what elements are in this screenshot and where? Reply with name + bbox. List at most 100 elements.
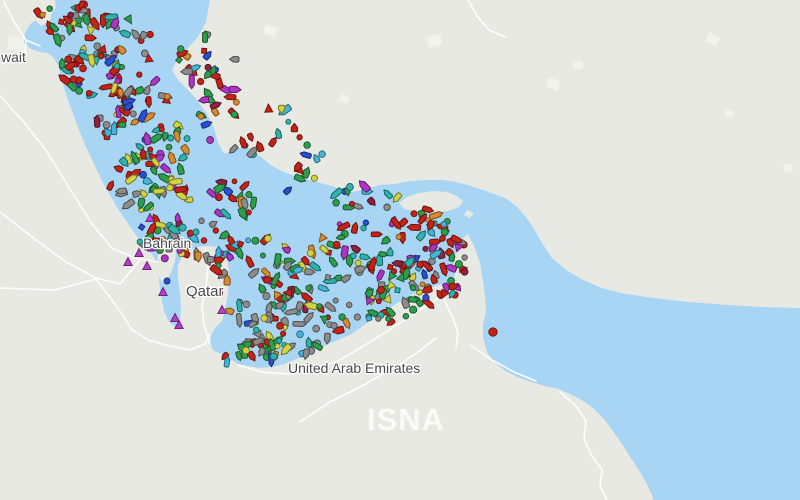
vessel-marker[interactable] xyxy=(332,199,340,207)
vessel-marker[interactable] xyxy=(246,132,255,143)
vessel-marker[interactable] xyxy=(74,55,85,66)
vessel-marker[interactable] xyxy=(247,267,261,279)
nav-aid-marker[interactable] xyxy=(170,312,180,323)
vessel-marker[interactable] xyxy=(163,93,171,100)
vessel-marker[interactable] xyxy=(85,89,93,97)
vessel-marker[interactable] xyxy=(316,232,329,244)
nav-aid-marker[interactable] xyxy=(158,286,168,297)
vessel-marker[interactable] xyxy=(180,144,191,156)
vessel-marker[interactable] xyxy=(183,196,194,204)
vessel-marker[interactable] xyxy=(167,223,182,236)
vessel-marker[interactable] xyxy=(306,249,315,257)
vessel-marker[interactable] xyxy=(303,141,311,149)
vessel-marker[interactable] xyxy=(281,246,291,254)
vessel-marker[interactable] xyxy=(354,264,368,274)
vessel-marker[interactable] xyxy=(121,198,136,211)
vessel-marker[interactable] xyxy=(377,286,385,294)
vessel-marker[interactable] xyxy=(259,252,266,259)
vessel-marker[interactable] xyxy=(454,242,465,253)
vessel-marker[interactable] xyxy=(311,341,324,351)
vessel-marker[interactable] xyxy=(106,180,115,191)
vessel-marker[interactable] xyxy=(216,268,229,281)
vessel-marker[interactable] xyxy=(145,96,152,109)
vessel-marker[interactable] xyxy=(402,312,410,320)
vessel-marker[interactable] xyxy=(257,283,267,294)
vessel-marker[interactable] xyxy=(102,120,111,129)
vessel-marker[interactable] xyxy=(172,238,180,245)
vessel-marker[interactable] xyxy=(454,260,463,269)
vessel-marker[interactable] xyxy=(242,300,251,309)
vessel-marker[interactable] xyxy=(384,306,396,318)
vessel-marker[interactable] xyxy=(292,161,303,173)
vessel-marker[interactable] xyxy=(188,74,195,90)
vessel-marker[interactable] xyxy=(197,113,205,120)
vessel-marker[interactable] xyxy=(77,0,86,10)
vessel-marker[interactable] xyxy=(160,254,169,263)
vessel-marker[interactable] xyxy=(268,136,278,148)
vessel-marker[interactable] xyxy=(447,289,456,299)
vessel-marker[interactable] xyxy=(123,101,134,112)
vessel-marker[interactable] xyxy=(391,259,403,268)
vessel-marker[interactable] xyxy=(239,180,250,191)
vessel-marker[interactable] xyxy=(429,248,444,260)
vessel-marker[interactable] xyxy=(246,145,259,159)
vessel-marker[interactable] xyxy=(152,221,166,229)
vessel-marker[interactable] xyxy=(143,84,151,96)
vessel-marker[interactable] xyxy=(368,256,377,271)
vessel-marker[interactable] xyxy=(282,287,292,298)
vessel-marker[interactable] xyxy=(183,135,191,143)
vessel-marker[interactable] xyxy=(167,134,175,142)
vessel-marker[interactable] xyxy=(197,78,205,86)
vessel-marker[interactable] xyxy=(332,240,341,249)
vessel-marker[interactable] xyxy=(209,101,222,110)
vessel-marker[interactable] xyxy=(324,273,332,281)
vessel-marker[interactable] xyxy=(324,301,337,314)
vessel-marker[interactable] xyxy=(228,194,239,204)
vessel-marker[interactable] xyxy=(488,327,498,337)
vessel-marker[interactable] xyxy=(375,269,385,282)
vessel-marker[interactable] xyxy=(48,21,60,33)
vessel-marker[interactable] xyxy=(301,166,311,179)
vessel-marker[interactable] xyxy=(280,316,291,327)
vessel-marker[interactable] xyxy=(130,28,141,40)
vessel-marker[interactable] xyxy=(206,188,218,199)
vessel-marker[interactable] xyxy=(336,221,351,233)
vessel-marker[interactable] xyxy=(139,170,147,179)
vessel-marker[interactable] xyxy=(245,191,253,199)
vessel-marker[interactable] xyxy=(206,136,215,144)
vessel-marker[interactable] xyxy=(220,208,232,220)
vessel-marker[interactable] xyxy=(46,5,53,12)
vessel-marker[interactable] xyxy=(335,234,345,241)
vessel-marker[interactable] xyxy=(212,227,219,234)
vessel-marker[interactable] xyxy=(230,110,238,119)
vessel-marker[interactable] xyxy=(178,223,187,232)
vessel-marker[interactable] xyxy=(167,150,177,165)
vessel-marker[interactable] xyxy=(137,197,146,210)
vessel-marker[interactable] xyxy=(110,16,120,30)
vessel-marker[interactable] xyxy=(242,346,250,355)
vessel-marker[interactable] xyxy=(407,296,420,303)
vessel-marker[interactable] xyxy=(131,189,143,198)
vessel-marker[interactable] xyxy=(366,308,379,318)
vessel-marker[interactable] xyxy=(177,45,185,53)
vessel-marker[interactable] xyxy=(124,173,139,185)
vessel-marker[interactable] xyxy=(409,305,418,314)
vessel-marker[interactable] xyxy=(149,165,158,176)
vessel-marker[interactable] xyxy=(282,259,294,272)
vessel-marker[interactable] xyxy=(93,42,102,51)
vessel-marker[interactable] xyxy=(305,284,312,292)
vessel-marker[interactable] xyxy=(348,200,355,207)
vessel-marker[interactable] xyxy=(67,11,74,19)
vessel-marker[interactable] xyxy=(262,292,271,301)
vessel-marker[interactable] xyxy=(421,268,428,280)
vessel-marker[interactable] xyxy=(174,212,181,223)
vessel-marker[interactable] xyxy=(416,260,424,269)
vessel-marker[interactable] xyxy=(151,157,161,168)
vessel-marker[interactable] xyxy=(261,267,272,278)
vessel-marker[interactable] xyxy=(87,54,96,68)
vessel-marker[interactable] xyxy=(137,108,149,123)
vessel-marker[interactable] xyxy=(167,177,183,186)
vessel-marker[interactable] xyxy=(123,14,135,26)
vessel-marker[interactable] xyxy=(282,185,293,196)
vessel-marker[interactable] xyxy=(305,336,312,348)
